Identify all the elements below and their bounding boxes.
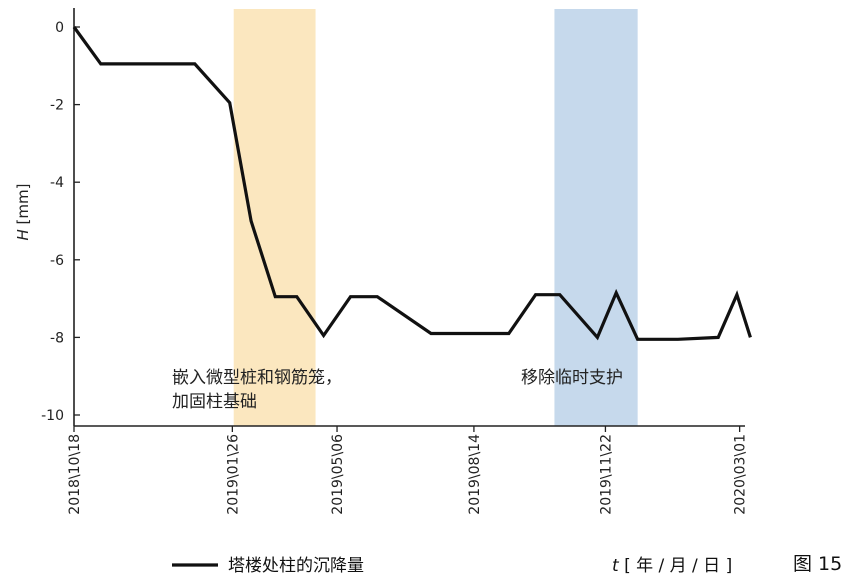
y-axis-symbol: H	[14, 229, 32, 240]
y-ticks: 0 -2 -4 -6 -8 -10	[41, 20, 80, 424]
y-tick-label: -6	[50, 253, 64, 269]
x-tick-label: 2019\08\14	[467, 434, 483, 515]
series	[72, 26, 752, 341]
band-annotations: 嵌入微型桩和钢筋笼，加固柱基础 移除临时支护	[172, 368, 623, 412]
y-tick-label: -4	[50, 175, 64, 191]
legend: 塔楼处柱的沉降量	[172, 556, 364, 576]
x-ticks: 2018\10\18 2019\01\26 2019\05\06 2019\08\14…	[67, 426, 749, 515]
x-tick-label: 2019\05\06	[330, 434, 346, 515]
y-tick-label: -2	[50, 98, 64, 114]
y-tick-label: -10	[41, 408, 64, 424]
x-axis-symbol: t	[612, 556, 620, 576]
x-tick-label: 2019\11\22	[598, 434, 614, 515]
legend-label: 塔楼处柱的沉降量	[228, 556, 364, 576]
figure-label: 图 15	[793, 553, 842, 575]
band-annotation-0: 嵌入微型桩和钢筋笼，加固柱基础	[172, 368, 342, 412]
band-annotation-1: 移除临时支护	[521, 368, 623, 388]
highlight-bands	[233, 9, 638, 426]
y-axis-label: H [mm]	[14, 184, 32, 241]
y-tick-label: 0	[55, 20, 64, 36]
y-tick-label: -8	[50, 330, 64, 346]
x-tick-label: 2020\03\01	[733, 434, 749, 515]
axes	[73, 8, 745, 427]
x-axis-label: t [ 年 / 月 / 日 ]	[612, 556, 732, 576]
highlight-band-0	[233, 9, 316, 426]
x-tick-label: 2019\01\26	[225, 434, 241, 515]
highlight-band-1	[554, 9, 638, 426]
x-tick-label: 2018\10\18	[67, 434, 83, 515]
y-axis-unit: [mm]	[14, 184, 32, 225]
x-axis-unit: [ 年 / 月 / 日 ]	[624, 556, 732, 576]
series-line-0	[72, 26, 752, 341]
